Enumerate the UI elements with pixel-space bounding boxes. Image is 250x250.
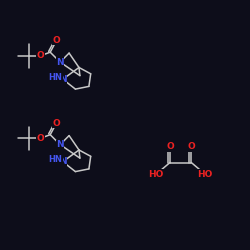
- Text: N: N: [59, 75, 66, 84]
- Text: HO: HO: [197, 170, 213, 179]
- Text: O: O: [36, 51, 44, 60]
- Text: N: N: [56, 58, 64, 66]
- Text: O: O: [166, 142, 174, 151]
- Text: O: O: [36, 134, 44, 143]
- Text: N: N: [56, 140, 64, 149]
- Text: HO: HO: [148, 170, 164, 179]
- Text: N: N: [59, 157, 66, 166]
- Text: O: O: [52, 36, 60, 45]
- Text: HN: HN: [48, 73, 62, 82]
- Text: HN: HN: [48, 156, 62, 164]
- Text: O: O: [188, 142, 195, 151]
- Text: O: O: [52, 118, 60, 128]
